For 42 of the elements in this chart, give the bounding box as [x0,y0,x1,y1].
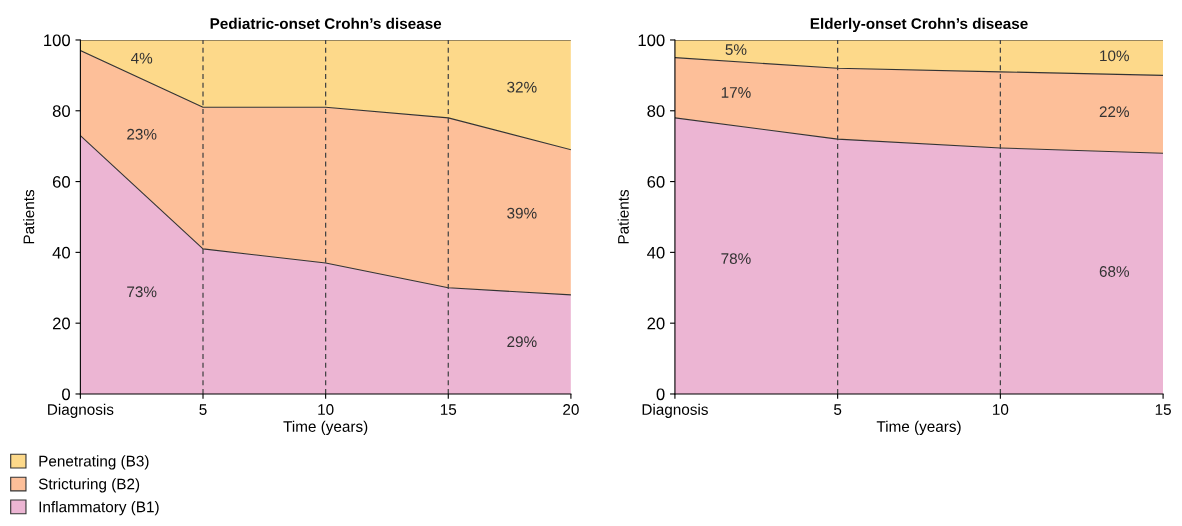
y-tick-label: 80 [647,105,665,117]
annotation: 23% [127,128,157,140]
x-tick-label: Diagnosis [642,403,708,418]
y-tick-label: 40 [647,246,665,259]
legend-label: Stricturing (B2) [38,478,140,493]
x-tick-label: 15 [440,404,457,415]
chart-title: Pediatric-onset Crohn’s disease [210,17,442,30]
x-axis-title: Time (years) [876,420,961,435]
annotation: 5% [725,44,747,55]
x-tick-label: 10 [993,404,1009,415]
y-tick-label: 20 [52,317,70,330]
annotation: 29% [507,336,537,348]
y-tick-label: 80 [52,105,70,117]
y-axis-title: Patients [617,189,629,244]
x-tick-label: 20 [563,404,579,415]
y-tick-label: 60 [52,175,70,188]
annotation: 78% [721,253,751,264]
x-tick-label: 15 [1155,404,1171,415]
legend-label: Inflammatory (B1) [39,501,159,516]
x-tick-label: 5 [199,404,207,415]
x-tick-label: Diagnosis [48,403,114,418]
annotation: 39% [507,207,537,219]
legend-label: Penetrating (B3) [39,455,149,470]
chart-title: Elderly-onset Crohn’s disease [810,17,1028,33]
annotation: 73% [127,286,157,298]
annotation: 22% [1099,106,1130,118]
y-axis-title: Patients [23,189,35,244]
y-tick-label: 100 [44,34,70,47]
annotation: 4% [131,52,153,64]
y-tick-label: 0 [62,388,70,401]
annotation: 32% [507,81,537,93]
x-tick-label: 5 [834,404,842,415]
y-tick-label: 60 [647,175,665,188]
y-tick-label: 20 [647,317,665,330]
x-tick-label: 10 [318,404,334,415]
y-tick-label: 100 [638,34,665,47]
y-tick-label: 0 [656,388,665,401]
y-tick-label: 40 [52,246,70,259]
annotation: 10% [1100,50,1130,62]
annotation: 17% [721,87,751,98]
annotation: 68% [1099,266,1130,277]
x-axis-title: Time (years) [283,420,368,435]
